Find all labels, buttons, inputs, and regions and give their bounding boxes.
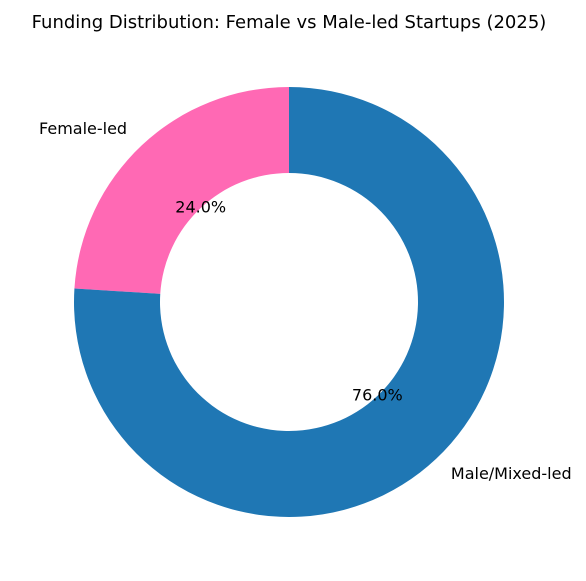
slice-label-male-mixed-led: Male/Mixed-led	[451, 464, 572, 483]
slice-label-female-led: Female-led	[39, 119, 127, 138]
percent-label-female-led: 24.0%	[175, 197, 226, 216]
chart-title: Funding Distribution: Female vs Male-led…	[32, 12, 547, 33]
donut-slice-female-led	[74, 87, 289, 294]
percent-label-male-mixed-led: 76.0%	[352, 386, 403, 405]
donut-slice-male-mixed-led	[74, 87, 505, 517]
donut-slices	[74, 87, 505, 517]
donut-labels: Female-led 24.0% Male/Mixed-led 76.0%	[39, 119, 572, 483]
